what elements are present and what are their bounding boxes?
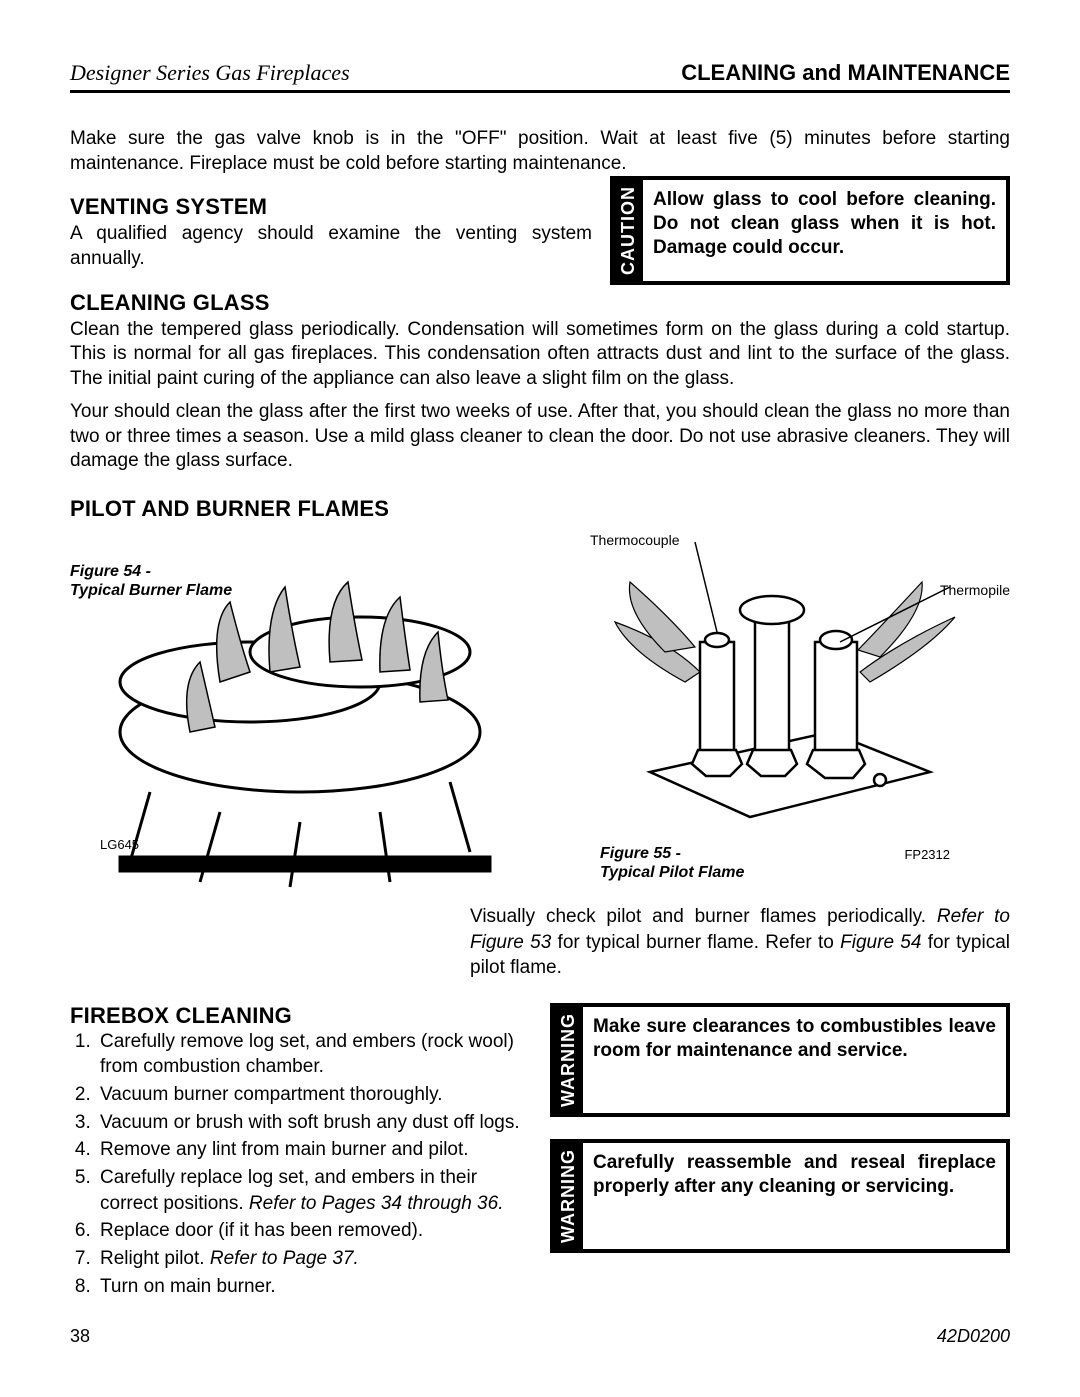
fig55-caption-a: Figure 55 - [600, 845, 681, 862]
list-item: Remove any lint from main burner and pil… [96, 1137, 520, 1163]
cleaning-glass-p1: Clean the tempered glass periodically. C… [70, 318, 1010, 392]
warning-text-1: Make sure clearances to combustibles lea… [583, 1007, 1006, 1113]
warning-label-2: WARNING [554, 1143, 583, 1249]
pilot-mid: for typical burner flame. Refer to [551, 932, 840, 953]
list-item: Vacuum burner compartment thoroughly. [96, 1082, 520, 1108]
pilot-ref2: Figure 54 [840, 932, 921, 953]
firebox-heading: FIREBOX CLEANING [70, 1003, 520, 1029]
caution-label: CAUTION [614, 180, 643, 281]
warning-text-2: Carefully reassemble and reseal fireplac… [583, 1143, 1006, 1249]
pilot-heading: PILOT AND BURNER FLAMES [70, 496, 1010, 522]
firebox-list: Carefully remove log set, and embers (ro… [70, 1029, 520, 1299]
figure-55: Thermocouple Thermopile [570, 532, 1010, 892]
fig55-caption-b: Typical Pilot Flame [600, 864, 744, 881]
figure-row: Figure 54 - Typical Burner Flame L [70, 532, 1010, 892]
pilot-paragraph: Visually check pilot and burner flames p… [470, 904, 1010, 981]
fig55-code: FP2312 [904, 847, 950, 862]
cleaning-glass-heading: CLEANING GLASS [70, 290, 1010, 316]
page-header: Designer Series Gas Fireplaces CLEANING … [70, 60, 1010, 93]
warning-label-1: WARNING [554, 1007, 583, 1113]
caution-text: Allow glass to cool before cleaning. Do … [643, 180, 1006, 281]
cleaning-glass-p2: Your should clean the glass after the fi… [70, 400, 1010, 474]
list-item: Carefully replace log set, and embers in… [96, 1165, 520, 1216]
thermopile-callout: Thermopile [940, 582, 1010, 598]
fig54-caption-b: Typical Burner Flame [70, 582, 232, 599]
warning-box-2: WARNING Carefully reassemble and reseal … [550, 1139, 1010, 1253]
list-item: Turn on main burner. [96, 1274, 520, 1300]
header-left: Designer Series Gas Fireplaces [70, 60, 350, 86]
footer: 38 42D0200 [70, 1326, 1010, 1347]
bottom-row: FIREBOX CLEANING Carefully remove log se… [70, 1003, 1010, 1301]
figure-54: Figure 54 - Typical Burner Flame L [70, 532, 540, 892]
list-item: Replace door (if it has been removed). [96, 1218, 520, 1244]
page-number: 38 [70, 1326, 90, 1347]
thermocouple-callout: Thermocouple [590, 532, 680, 548]
pilot-pre: Visually check pilot and burner flames p… [470, 906, 937, 927]
list-item: Relight pilot. Refer to Page 37. [96, 1246, 520, 1272]
list-item: Carefully remove log set, and embers (ro… [96, 1029, 520, 1080]
list-item: Vacuum or brush with soft brush any dust… [96, 1110, 520, 1136]
pilot-flame-illustration [570, 532, 990, 832]
caution-box: CAUTION Allow glass to cool before clean… [610, 176, 1010, 285]
doc-number: 42D0200 [937, 1326, 1010, 1347]
intro-paragraph: Make sure the gas valve knob is in the "… [70, 127, 1010, 176]
header-right: CLEANING and MAINTENANCE [681, 60, 1010, 86]
fig54-code: LG645 [100, 837, 139, 852]
fig54-caption-a: Figure 54 - [70, 563, 151, 580]
warning-box-1: WARNING Make sure clearances to combusti… [550, 1003, 1010, 1117]
